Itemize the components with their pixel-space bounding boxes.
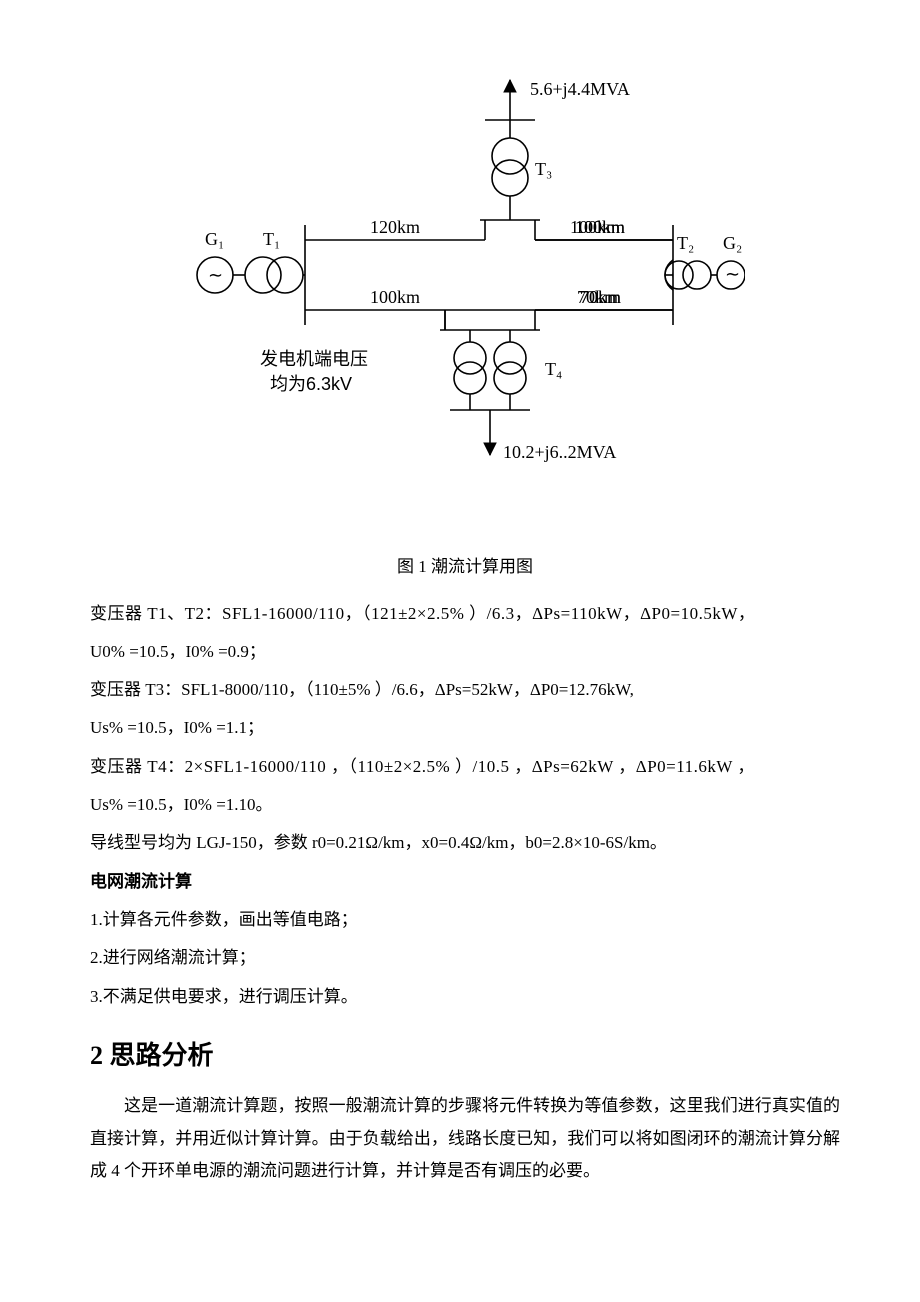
t4-label: T₄ <box>545 359 562 379</box>
t1t2-spec-line1: 变压器 T1、T2：SFL1-16000/110，（121±2×2.5% ）/6… <box>90 598 840 630</box>
t4-spec-line1: 变压器 T4：2×SFL1-16000/110 ，（110±2×2.5% ）/1… <box>90 751 840 783</box>
power-flow-diagram: 5.6+j4.4MVA T₃ 120km 100km 100km 70km ∼ … <box>185 60 745 541</box>
t3-label: T₃ <box>535 159 552 179</box>
t4-spec-line2: Us% =10.5，I0% =1.10。 <box>90 789 840 821</box>
svg-text:100km: 100km <box>570 217 620 237</box>
svg-text:∼: ∼ <box>725 264 740 284</box>
t1-label: T₁ <box>263 229 280 249</box>
diagram-svg: 5.6+j4.4MVA T₃ 120km 100km 100km 70km ∼ … <box>185 60 745 530</box>
wire-spec: 导线型号均为 LGJ-150，参数 r0=0.21Ω/km，x0=0.4Ω/km… <box>90 827 840 859</box>
step-1: 1.计算各元件参数，画出等值电路； <box>90 904 840 936</box>
g1-label: G₁ <box>205 229 224 249</box>
t3-spec-line1: 变压器 T3：SFL1-8000/110，（110±5% ）/6.6，ΔPs=5… <box>90 674 840 706</box>
len-bot-left: 100km <box>370 287 420 307</box>
figure-caption: 图 1 潮流计算用图 <box>90 551 840 583</box>
analysis-paragraph: 这是一道潮流计算题，按照一般潮流计算的步骤将元件转换为等值参数，这里我们进行真实… <box>90 1090 840 1187</box>
svg-text:70km: 70km <box>577 287 618 307</box>
load-bottom-label: 10.2+j6..2MVA <box>503 442 616 462</box>
load-top-label: 5.6+j4.4MVA <box>530 79 630 99</box>
g2-label: G₂ <box>723 233 742 253</box>
calc-heading: 电网潮流计算 <box>90 866 840 898</box>
step-3: 3.不满足供电要求，进行调压计算。 <box>90 981 840 1013</box>
section-2-heading: 2 思路分析 <box>90 1031 840 1080</box>
len-top-left: 120km <box>370 217 420 237</box>
svg-text:∼: ∼ <box>208 265 223 285</box>
t1t2-spec-line2: U0% =10.5，I0% =0.9； <box>90 636 840 668</box>
step-2: 2.进行网络潮流计算； <box>90 942 840 974</box>
t3-spec-line2: Us% =10.5，I0% =1.1； <box>90 712 840 744</box>
svg-text:T₂: T₂ <box>677 233 694 253</box>
note-line1: 发电机端电压 <box>260 349 368 369</box>
note-line2: 均为6.3kV <box>270 374 352 394</box>
